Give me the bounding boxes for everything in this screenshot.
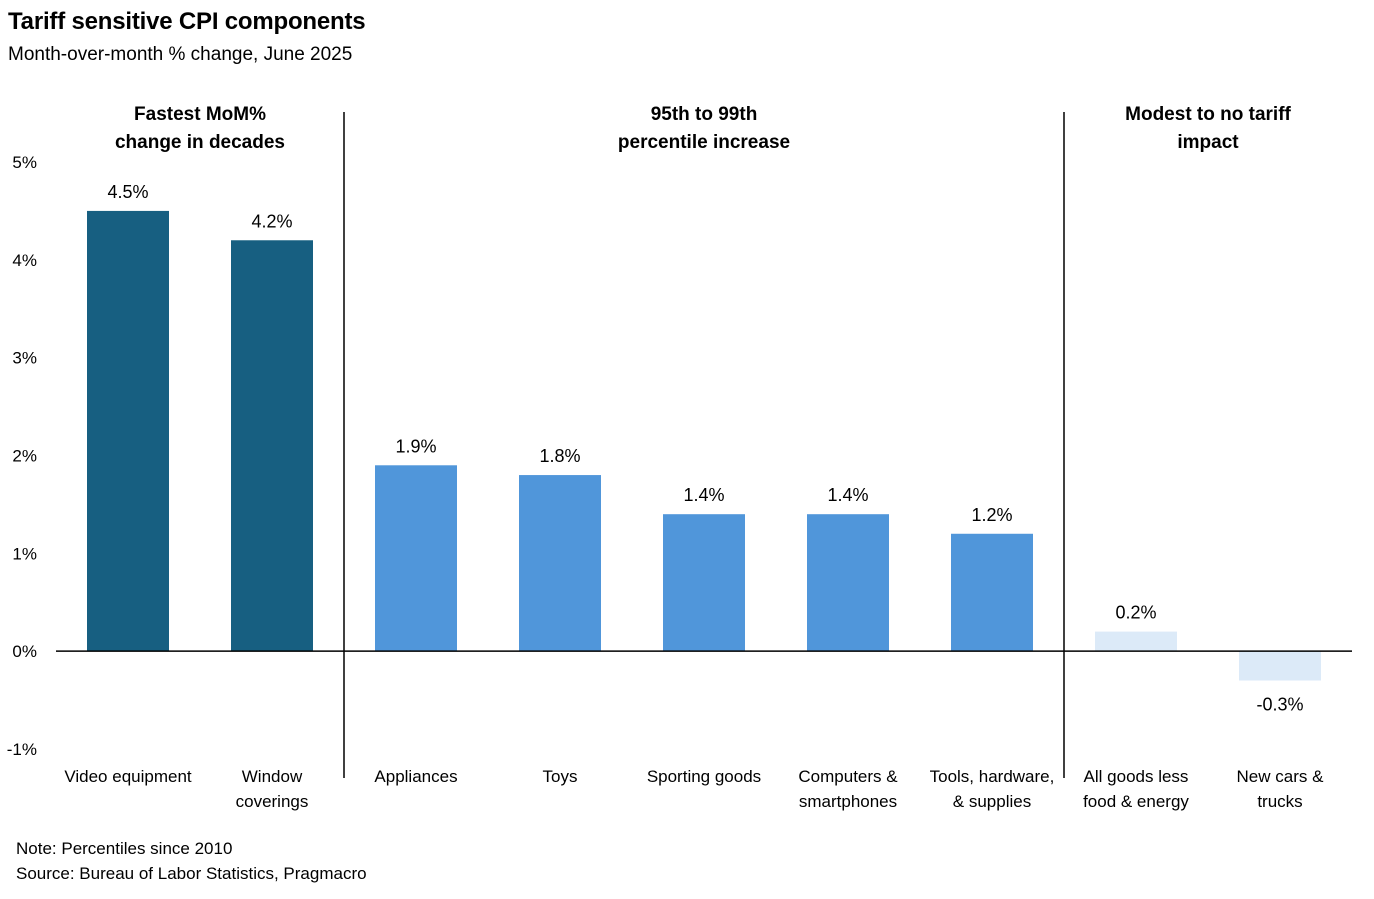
group-header: change in decades [115,132,285,153]
bar [663,514,745,652]
bar [231,240,313,652]
data-label: 0.2% [1115,603,1156,623]
category-label: Sporting goods [647,767,761,786]
y-tick-label: 4% [12,251,37,270]
data-label: 1.4% [827,485,868,505]
data-label: -0.3% [1256,695,1303,715]
data-label: 4.5% [107,182,148,202]
bar [1239,651,1321,681]
y-tick-label: 1% [12,544,37,563]
data-label: 1.2% [971,505,1012,525]
y-tick-label: -1% [7,740,37,759]
data-label: 1.9% [395,436,436,456]
chart-note: Note: Percentiles since 2010 [16,839,233,858]
category-label: Appliances [374,767,457,786]
category-label: New cars & [1237,767,1325,786]
category-label: & supplies [953,792,1031,811]
bar [807,514,889,652]
category-label: food & energy [1083,792,1189,811]
data-label: 1.8% [539,446,580,466]
category-label: coverings [236,792,309,811]
data-label: 1.4% [683,485,724,505]
category-label: Tools, hardware, [930,767,1055,786]
group-header: impact [1177,132,1239,153]
chart-subtitle: Month-over-month % change, June 2025 [8,44,353,65]
group-header: Fastest MoM% [134,104,266,125]
category-label: smartphones [799,792,897,811]
chart-title: Tariff sensitive CPI components [8,8,366,35]
y-tick-label: 0% [12,642,37,661]
y-tick-label: 5% [12,153,37,172]
bar [519,475,601,652]
y-tick-label: 3% [12,349,37,368]
chart-source: Source: Bureau of Labor Statistics, Prag… [16,864,367,883]
category-label: All goods less [1084,767,1189,786]
category-label: Computers & [798,767,898,786]
group-header: percentile increase [618,132,790,153]
bar [1095,631,1177,652]
bar [87,210,169,652]
bar [375,465,457,652]
y-tick-label: 2% [12,447,37,466]
group-header: Modest to no tariff [1125,104,1291,125]
category-label: Window [242,767,303,786]
data-label: 4.2% [251,211,292,231]
bar [951,533,1033,652]
category-label: Video equipment [64,767,192,786]
group-header: 95th to 99th [651,104,758,125]
category-label: trucks [1257,792,1302,811]
category-label: Toys [543,767,578,786]
